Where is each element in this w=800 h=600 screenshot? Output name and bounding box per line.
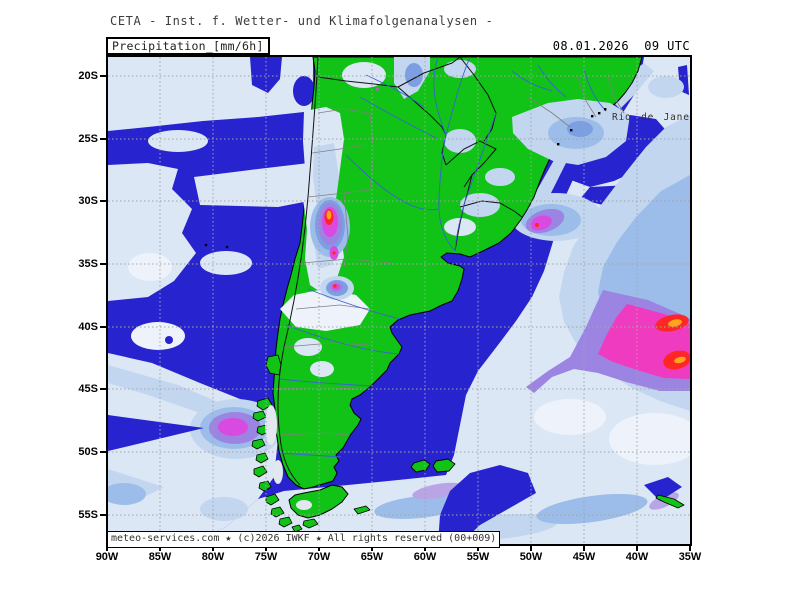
lon-label: 40W <box>625 551 649 563</box>
lon-tick <box>159 546 161 551</box>
lon-tick <box>636 546 638 551</box>
cape-islet <box>291 524 303 533</box>
lon-tick <box>689 546 691 551</box>
page-title: CETA - Inst. f. Wetter- und Klimafolgena… <box>110 14 494 28</box>
andes-precip-cell <box>310 197 350 260</box>
lon-tick <box>318 546 320 551</box>
lon-label: 65W <box>360 551 384 563</box>
lon-tick <box>106 546 108 551</box>
lat-tick <box>100 514 106 516</box>
lon-label: 60W <box>413 551 437 563</box>
navarino-island <box>302 518 319 529</box>
country-borders <box>277 57 523 486</box>
lat-label: 45S <box>78 383 98 395</box>
lon-tick <box>583 546 585 551</box>
graticule-grid <box>108 57 690 544</box>
lon-label: 80W <box>201 551 225 563</box>
lat-label: 30S <box>78 195 98 207</box>
lon-label: 50W <box>519 551 543 563</box>
lat-label: 20S <box>78 70 98 82</box>
juan-fernandez-island <box>225 245 229 249</box>
lon-tick <box>371 546 373 551</box>
lon-label: 85W <box>148 551 172 563</box>
juan-fernandez-island <box>204 243 208 247</box>
lon-label: 45W <box>572 551 596 563</box>
lon-label: 75W <box>254 551 278 563</box>
lat-label: 25S <box>78 133 98 145</box>
lat-tick <box>100 263 106 265</box>
lat-label: 50S <box>78 446 98 458</box>
lon-label: 55W <box>466 551 490 563</box>
rivers <box>279 57 607 458</box>
pampa-precip-cell <box>320 276 354 300</box>
lon-label: 35W <box>678 551 702 563</box>
city-label-rio: Rio de Janeiro <box>612 112 690 123</box>
lon-tick <box>530 546 532 551</box>
glacier-patches <box>265 405 312 510</box>
land-layer <box>204 57 685 533</box>
lon-label: 90W <box>95 551 119 563</box>
lon-tick <box>477 546 479 551</box>
lon-tick <box>265 546 267 551</box>
lon-label: 70W <box>307 551 331 563</box>
ocean-precip-layer <box>108 57 690 544</box>
copyright-strip: meteo-services.com ★ (c)2026 IWKF ★ All … <box>107 531 501 548</box>
staten-island <box>353 505 371 515</box>
lat-tick <box>100 388 106 390</box>
lat-tick <box>100 451 106 453</box>
south-georgia <box>655 494 685 509</box>
lat-label: 55S <box>78 509 98 521</box>
city-markers <box>557 108 607 146</box>
product-label: Precipitation_[mm/6h] <box>106 37 270 55</box>
lat-tick <box>100 326 106 328</box>
lat-label: 40S <box>78 321 98 333</box>
datetime-label: 08.01.2026 09 UTC <box>552 39 690 53</box>
falkland-east <box>432 458 456 473</box>
lon-tick <box>424 546 426 551</box>
fjord-islets <box>251 397 293 528</box>
lat-tick <box>100 75 106 77</box>
lat-label: 35S <box>78 258 98 270</box>
mainland <box>272 57 643 490</box>
lat-tick <box>100 200 106 202</box>
lon-tick <box>212 546 214 551</box>
map-canvas: Rio de Janeiro <box>108 57 690 544</box>
lat-tick <box>100 138 106 140</box>
land-precip-layer <box>280 57 630 377</box>
